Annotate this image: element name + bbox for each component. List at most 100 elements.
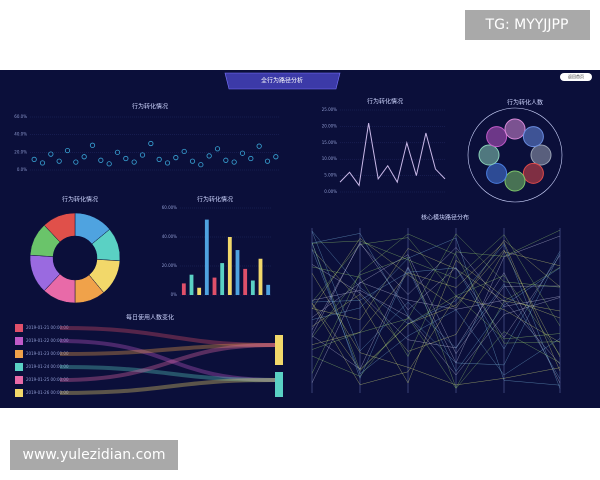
bar [204,219,209,295]
bubble [504,170,526,192]
y-tick-label: 0.00% [324,189,337,194]
path-line [311,296,561,386]
watermark: TG: MYYJJPP [485,17,569,33]
line [339,123,446,187]
date-node [15,350,23,358]
watermark-box [10,440,178,470]
date-label: 2019-01-21 00:00:00 [26,325,69,330]
date-node [15,376,23,384]
path-line [311,316,561,389]
panels: 行为转化情况 0.0% 20.0% 40.0% 60.0% 行为转化情况 0.00% 5.00… [14,98,563,397]
bubble [486,162,508,184]
target-node [275,335,283,365]
path-line [311,231,561,379]
y-tick-label: 5.00% [324,173,337,178]
path-line [311,248,561,321]
bar [243,268,248,295]
flow [59,365,276,382]
dot [239,150,246,156]
y-tick-label: 0% [171,292,178,297]
bubble-frame [467,107,563,203]
flow [59,343,276,382]
path-line [311,241,561,372]
path-line [311,243,561,330]
bar [250,280,255,295]
bar [227,237,232,295]
path-line [311,234,561,327]
back-button-label[interactable]: 返回首页 [568,73,584,79]
date-label: 2019-01-25 00:00:00 [26,377,69,382]
bubble [522,126,544,148]
dot [131,159,137,165]
dot [156,156,162,162]
path-line [311,237,561,340]
dot [81,154,87,160]
dot [189,158,196,164]
path-line [311,242,561,372]
panel-title: 行为转化情况 [197,196,233,204]
path-line [311,273,561,386]
bubble [486,126,508,148]
dot [214,146,221,152]
dot [39,160,46,166]
dot [73,159,79,165]
panel-title: 核心模块路径分布 [421,214,469,222]
date-label: 2019-01-24 00:00:00 [26,364,69,369]
flow [59,339,276,382]
y-tick-label: 10.00% [322,156,337,161]
dot [181,148,187,155]
dot [206,153,212,159]
y-tick-label: 15.00% [322,140,337,145]
dot [139,152,146,158]
dot [198,162,204,168]
donut-segment [43,212,76,243]
y-tick-label: 60.00% [162,205,177,210]
path-line [311,251,561,352]
flow [59,343,276,356]
dot [114,149,121,155]
dot [231,159,237,165]
title-tab [224,72,341,90]
path-line [311,235,561,370]
path-line [311,256,561,389]
bar [258,258,263,295]
dot [223,157,229,163]
bar [181,283,186,295]
y-tick-label: 40.00% [162,234,177,239]
dashboard-title: 全行为路径分析 [261,77,303,85]
date-node [15,324,23,332]
dot [89,142,96,148]
dot [31,156,37,162]
date-label: 2019-01-23 00:00:00 [26,351,69,356]
panel-title: 行为转化情况 [62,196,98,204]
y-tick-label: 25.00% [322,107,337,112]
y-tick-label: 60.0% [14,114,27,119]
dot [98,157,104,163]
dot [264,158,271,164]
dot [48,151,54,157]
flow [59,378,276,395]
y-tick-label: 0.0% [17,167,27,172]
dot [273,154,279,160]
dot [148,140,154,147]
panel-title: 行为转化情况 [132,103,168,111]
dot [248,155,254,162]
back-button[interactable] [560,73,592,81]
path-line [311,249,561,384]
dot [164,160,171,166]
y-tick-label: 20.00% [322,123,337,128]
path-line [311,233,561,350]
bar [235,250,240,295]
path-line [311,229,561,358]
dot [56,158,62,164]
y-tick-label: 20.0% [14,149,27,154]
y-tick-label: 20.00% [162,263,177,268]
path-line [311,237,561,386]
watermark: www.yulezidian.com [23,447,166,463]
flow [59,326,276,347]
bar [212,277,217,295]
watermark-box [465,10,590,40]
dot [256,143,262,149]
